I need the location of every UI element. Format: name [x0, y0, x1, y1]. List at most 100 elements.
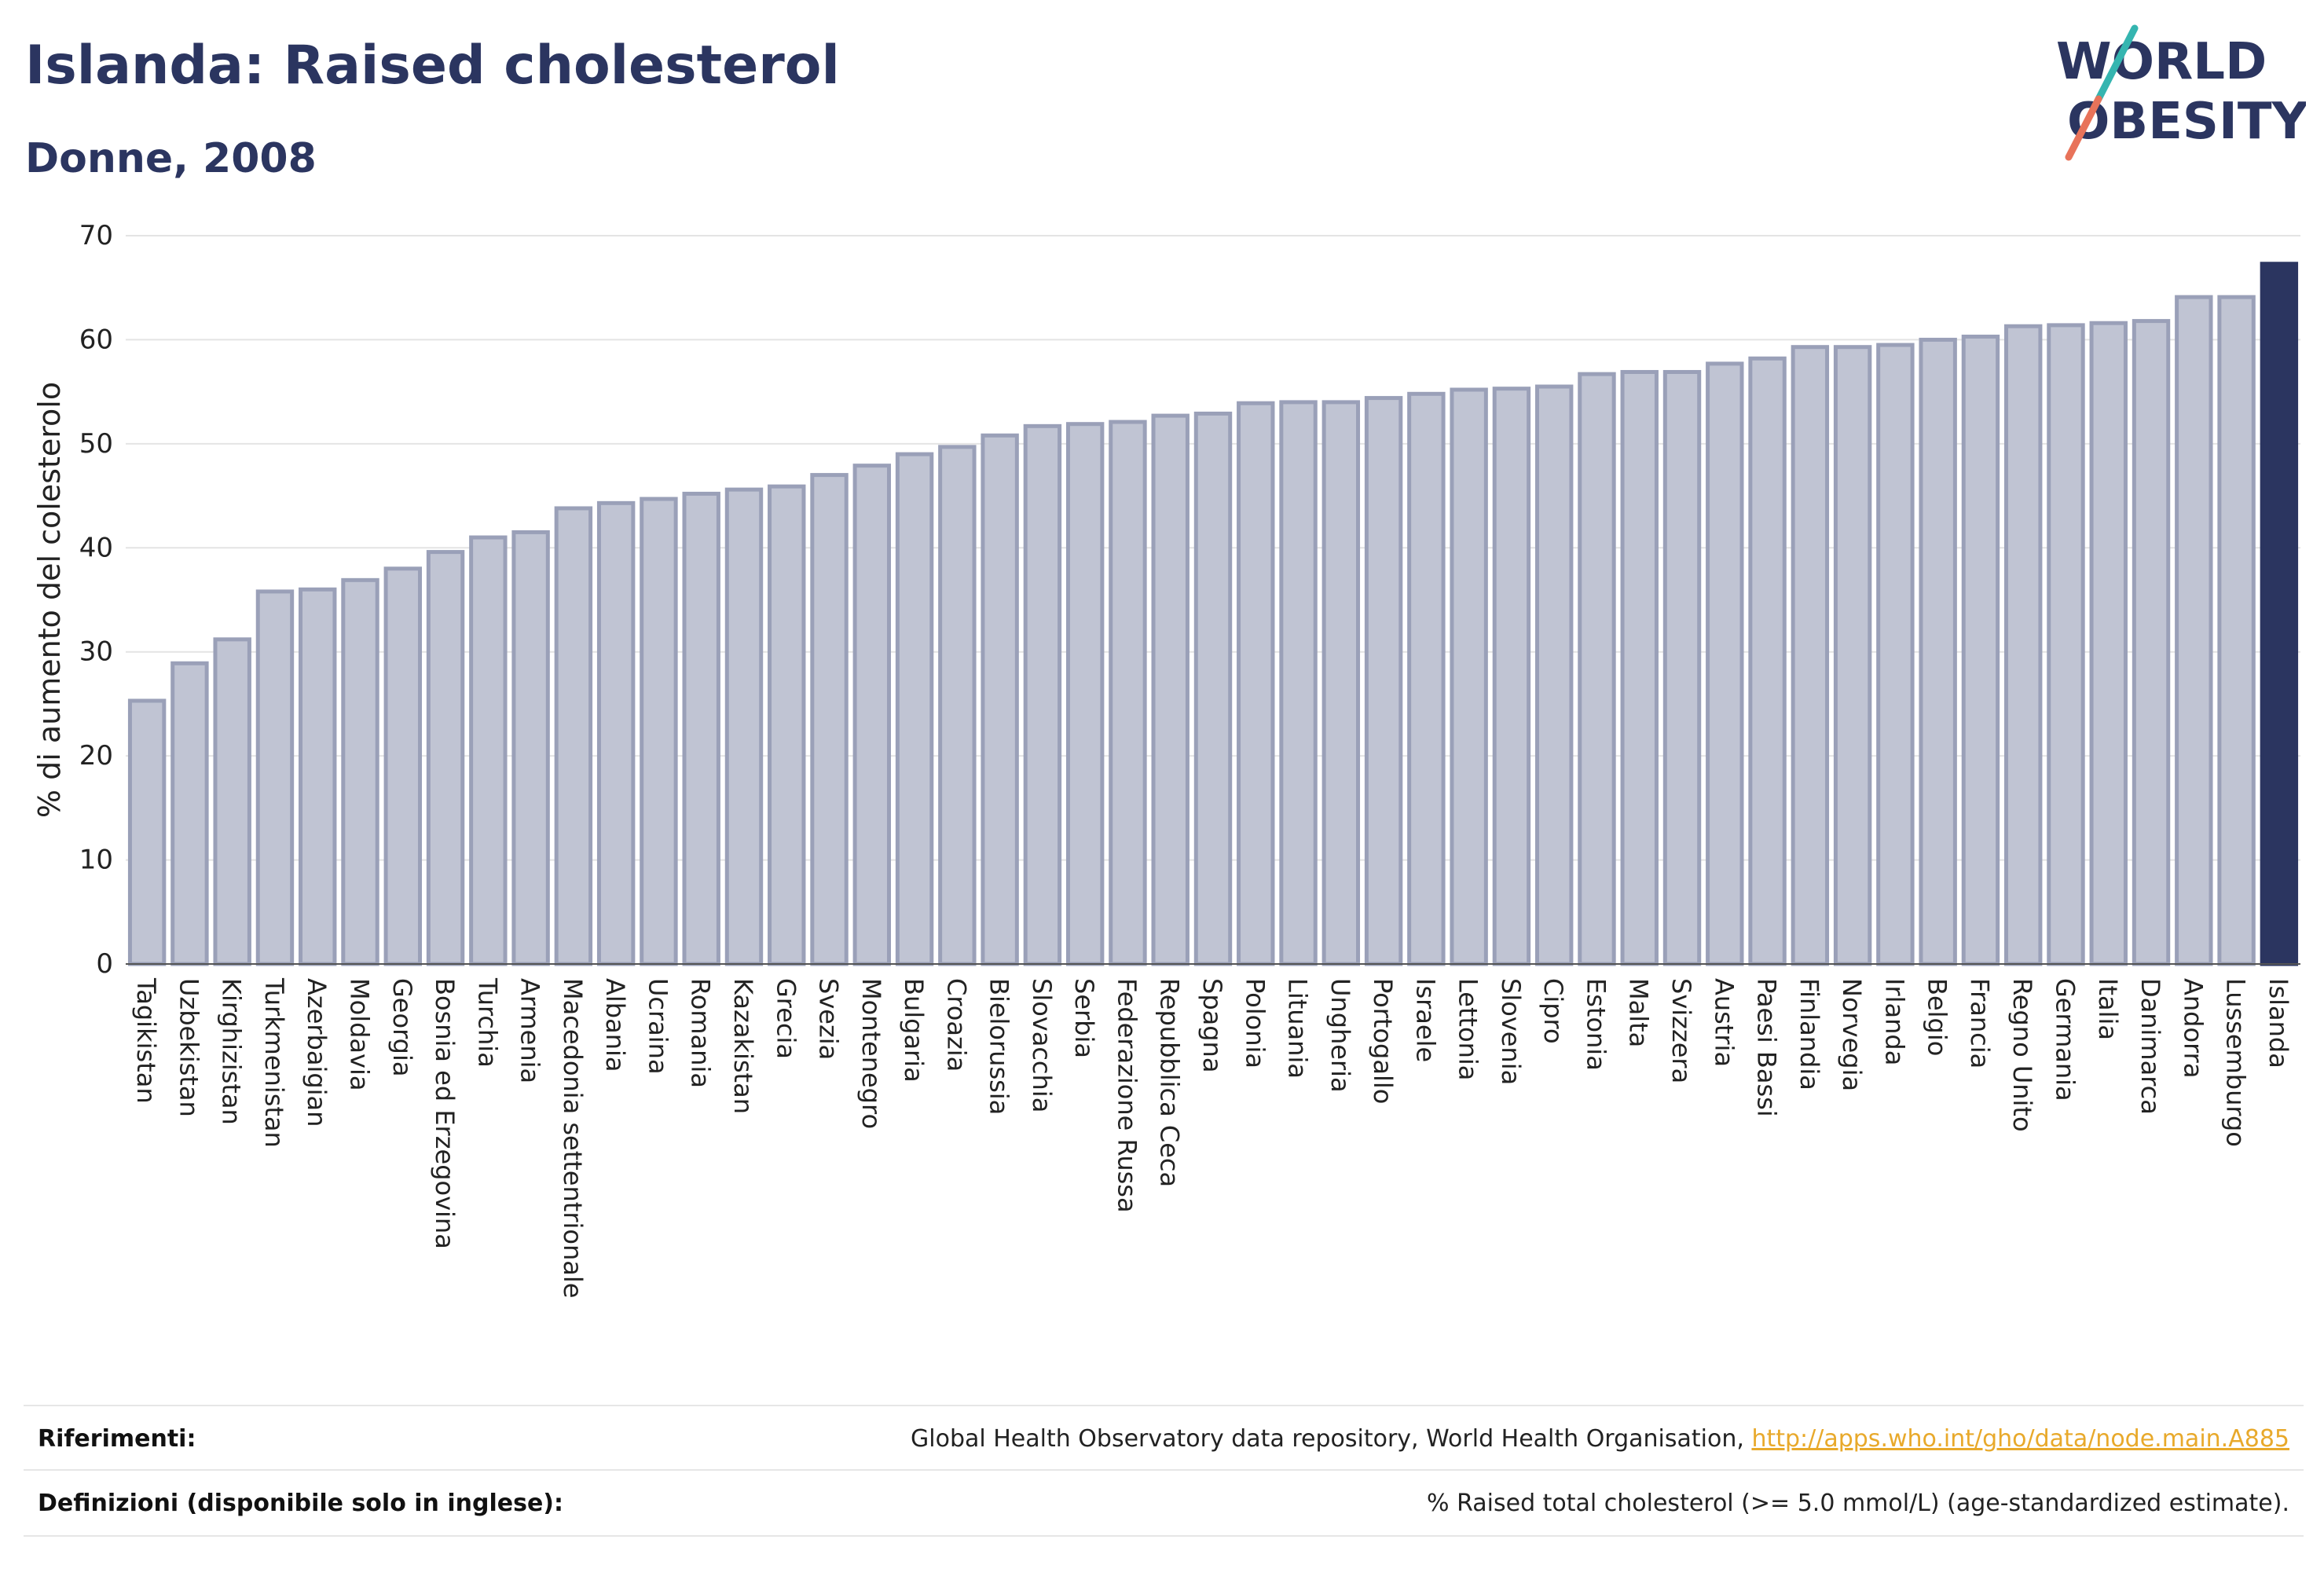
bar — [511, 530, 550, 966]
bar-highlight — [2260, 262, 2299, 966]
bar-chart: 0 10 20 30 40 50 60 70 % di aumento del colester… — [32, 220, 2300, 1298]
x-tick-label: Romania — [686, 978, 716, 1088]
bar — [1961, 334, 2000, 966]
x-tick-label: Bulgaria — [899, 978, 929, 1083]
bar — [1065, 422, 1105, 966]
bar — [852, 464, 892, 966]
x-tick-label: Slovenia — [1496, 978, 1526, 1085]
x-tick-label: Portogallo — [1368, 978, 1398, 1104]
bar — [1620, 369, 1659, 966]
x-tick-label: Danimarca — [2135, 978, 2165, 1115]
x-tick-label: Finlandia — [1794, 978, 1824, 1090]
bar — [383, 566, 422, 966]
x-tick-label: Serbia — [1069, 978, 1099, 1058]
bar — [426, 550, 465, 966]
bar — [640, 497, 678, 966]
x-tick-label: Montenegro — [856, 978, 886, 1129]
x-tick-label: Grecia — [771, 978, 801, 1059]
bar — [170, 661, 209, 966]
bar — [596, 500, 636, 966]
x-tick-label: Uzbekistan — [174, 978, 203, 1117]
x-tick-label: Lituania — [1283, 978, 1313, 1079]
x-tick-label: Turkmenistan — [259, 977, 289, 1148]
x-tick-label: Francia — [1965, 978, 1995, 1068]
bar — [810, 473, 849, 966]
references-link[interactable]: http://apps.who.int/gho/data/node.main.A… — [1751, 1425, 2289, 1453]
definitions-value: % Raised total cholesterol (>= 5.0 mmol/… — [1427, 1490, 2289, 1517]
bar — [1321, 400, 1361, 966]
definitions-row: Definizioni (disponibile solo in inglese… — [24, 1469, 2304, 1537]
bar — [768, 484, 806, 966]
definitions-label: Definizioni (disponibile solo in inglese… — [38, 1490, 563, 1517]
y-tick-label: 20 — [79, 740, 113, 772]
bar — [1279, 400, 1318, 966]
bar — [255, 589, 295, 966]
references-label: Riferimenti: — [38, 1425, 196, 1453]
y-tick-label: 0 — [96, 948, 113, 980]
y-tick-label: 30 — [79, 636, 113, 668]
page-title: Islanda: Raised cholesterol — [25, 35, 840, 97]
x-tick-label: Estonia — [1581, 978, 1611, 1071]
x-tick-label: Islanda — [2264, 978, 2293, 1068]
x-tick-label: Georgia — [387, 978, 417, 1076]
y-tick-label: 70 — [79, 220, 113, 251]
bar — [1109, 420, 1147, 966]
bar — [469, 535, 508, 966]
world-obesity-logo: WORLD OBESITY — [2056, 24, 2306, 161]
bar — [2175, 295, 2213, 966]
x-tick-label: Norvegia — [1837, 978, 1867, 1091]
x-tick-label: Macedonia settentrionale — [558, 978, 588, 1298]
x-tick-label: Germania — [2050, 978, 2080, 1101]
x-tick-label: Turchia — [472, 977, 502, 1068]
x-tick-label: Lettonia — [1453, 978, 1483, 1080]
x-tick-label: Repubblica Ceca — [1155, 978, 1185, 1187]
bar — [938, 445, 977, 966]
x-tick-label: Malta — [1624, 978, 1654, 1047]
y-axis-label: % di aumento del colesterolo — [32, 382, 67, 818]
bar — [299, 587, 337, 966]
bar — [1534, 384, 1574, 966]
x-tick-label: Paesi Bassi — [1752, 978, 1782, 1117]
x-tick-label: Ungheria — [1325, 978, 1355, 1093]
bar — [213, 637, 251, 966]
page-subtitle: Donne, 2008 — [25, 135, 317, 182]
bar — [1193, 411, 1233, 966]
bar — [1919, 337, 1957, 966]
bar — [2132, 319, 2171, 966]
svg-text:OBESITY: OBESITY — [2067, 93, 2306, 151]
bar — [1237, 401, 1275, 966]
bar — [2089, 321, 2128, 966]
bar — [724, 487, 764, 966]
x-tick-label: Irlanda — [1879, 978, 1909, 1065]
x-tick-label: Polonia — [1240, 978, 1270, 1068]
y-tick-label: 50 — [79, 428, 113, 460]
bar — [1791, 345, 1830, 966]
x-tick-label: Austria — [1709, 978, 1739, 1067]
bar — [127, 698, 167, 966]
x-tick-label: Moldavia — [345, 978, 375, 1090]
bar — [1450, 387, 1488, 966]
x-tick-label: Cipro — [1538, 978, 1568, 1044]
bar — [2004, 324, 2043, 966]
references-value: Global Health Observatory data repositor… — [911, 1425, 2289, 1453]
svg-text:WORLD: WORLD — [2056, 33, 2267, 91]
x-tick-label: Kirghizistan — [217, 978, 247, 1125]
bar — [981, 433, 1019, 966]
bar — [554, 506, 593, 966]
bar — [1023, 423, 1062, 966]
x-tick-label: Azerbaigian — [302, 978, 332, 1127]
y-tick-label: 40 — [79, 532, 113, 563]
bar — [2047, 323, 2085, 966]
bar — [1151, 413, 1189, 966]
bar — [1364, 396, 1403, 966]
x-tick-label: Ucraina — [643, 978, 673, 1075]
bar — [2217, 295, 2256, 966]
x-tick-label: Slovacchia — [1027, 978, 1057, 1112]
bar — [682, 491, 720, 966]
x-tick-label: Spagna — [1197, 978, 1227, 1072]
bar — [895, 452, 934, 966]
bar — [1876, 343, 1915, 966]
x-tick-label: Croazia — [941, 978, 971, 1072]
x-tick-label: Lussemburgo — [2221, 978, 2251, 1147]
x-tick-label: Andorra — [2178, 978, 2208, 1078]
